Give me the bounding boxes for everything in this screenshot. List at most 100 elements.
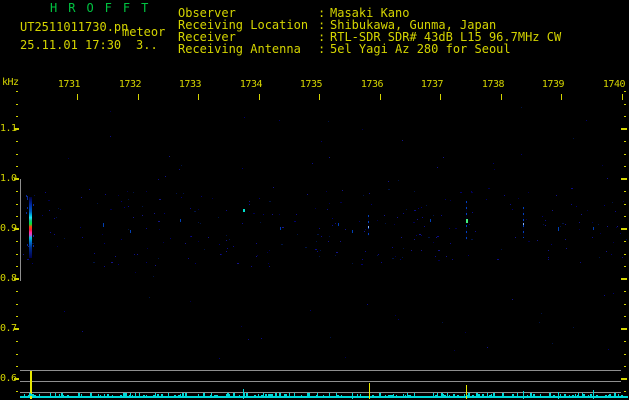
freq-minor-tick-left [16,91,18,92]
noise-dot [128,229,129,230]
time-tick-label: 1738 [481,79,505,90]
noise-dot [395,256,396,257]
noise-dot [200,223,201,224]
noise-dot [154,213,155,214]
freq-tick-mark-right [621,178,627,180]
trace-bump [323,395,324,396]
trace-bump [414,393,415,396]
noise-dot [504,195,505,196]
noise-dot [332,218,333,219]
noise-dot [269,250,270,251]
noise-dot [417,219,418,220]
trace-bump [265,394,267,396]
station-row-receiving-antenna-value: 5el Yagi Az 280 for Seoul [330,42,511,56]
trace-bump [466,395,468,396]
noise-dot [359,221,360,222]
noise-dot [249,201,250,202]
noise-dot [102,234,103,235]
noise-dot [433,242,434,243]
noise-dot [218,217,219,218]
trace-bump [468,393,470,396]
noise-dot [392,247,393,248]
noise-dot [607,226,608,227]
noise-dot [170,238,171,239]
noise-dot [518,198,519,199]
noise-dot [587,210,588,211]
noise-dot [471,239,473,240]
noise-dot [147,248,148,249]
noise-dot [58,208,59,209]
noise-dot [241,326,242,327]
time-tick-label: 1740 [602,79,626,90]
noise-dot [242,223,243,224]
freq-tick-mark-right [621,128,627,130]
trace-bump [533,394,535,396]
noise-dot [361,264,363,265]
noise-dot [330,337,331,338]
noise-dot [543,224,544,225]
noise-dot [329,236,330,237]
time-tick-mark [198,94,199,100]
meteor-echo-faint [558,227,559,231]
noise-dot [615,211,616,212]
trace-bump [578,393,579,396]
noise-dot [604,295,605,296]
freq-tick-mark-left [14,178,19,180]
trace-bump [614,393,616,396]
noise-dot [124,207,125,208]
noise-dot [259,198,260,199]
noise-dot [616,227,617,228]
noise-dot [159,229,160,230]
trace-bump [239,395,240,396]
trace-bump [408,395,410,396]
freq-minor-tick-right [624,166,626,167]
trace-bump [78,393,80,396]
trace-bump [453,394,455,396]
time-tick-mark [319,94,320,100]
trace-bump [549,393,551,396]
freq-minor-tick-left [16,391,18,392]
station-row-receiving-antenna-separator: : [318,42,326,56]
noise-dot [146,228,147,229]
trace-bump [360,394,361,396]
noise-dot [437,236,439,237]
freq-tick-label: 0.6 [0,373,17,384]
noise-dot [127,191,128,192]
trace-bump [214,395,216,396]
freq-tick-label: 0.9 [0,223,17,234]
freq-minor-tick-right [624,91,626,92]
noise-dot [54,234,55,235]
noise-dot [336,252,338,253]
noise-dot [159,199,161,200]
noise-dot [226,240,227,241]
noise-dot [28,246,29,247]
freq-minor-tick-left [16,204,18,205]
noise-dot [137,254,138,255]
noise-dot [548,250,549,251]
noise-dot [321,141,322,142]
trace-bump [107,394,109,396]
noise-dot [133,217,134,218]
time-tick-mark [622,94,623,100]
noise-dot [403,248,404,249]
freq-minor-tick-left [16,216,18,217]
time-tick-label: 1734 [239,79,263,90]
trace-bump [243,393,245,396]
trace-bump [317,393,318,396]
station-row-observer-value: Masaki Kano [330,6,410,20]
trace-bump [444,395,446,396]
trace-bump [211,393,212,396]
freq-tick-label: 1.1 [0,123,17,134]
noise-dot [345,357,346,358]
noise-dot [365,229,366,230]
noise-dot [395,315,396,316]
noise-dot [220,254,221,255]
trace-bump [575,394,576,396]
noise-dot [64,238,65,239]
trace-bump [275,393,277,396]
time-tick-label: 1739 [541,79,565,90]
noise-dot [68,158,69,159]
trace-bump [139,393,140,396]
freq-minor-tick-right [624,266,626,267]
station-row-receiving-location-value: Shibukawa, Gunma, Japan [330,18,497,32]
